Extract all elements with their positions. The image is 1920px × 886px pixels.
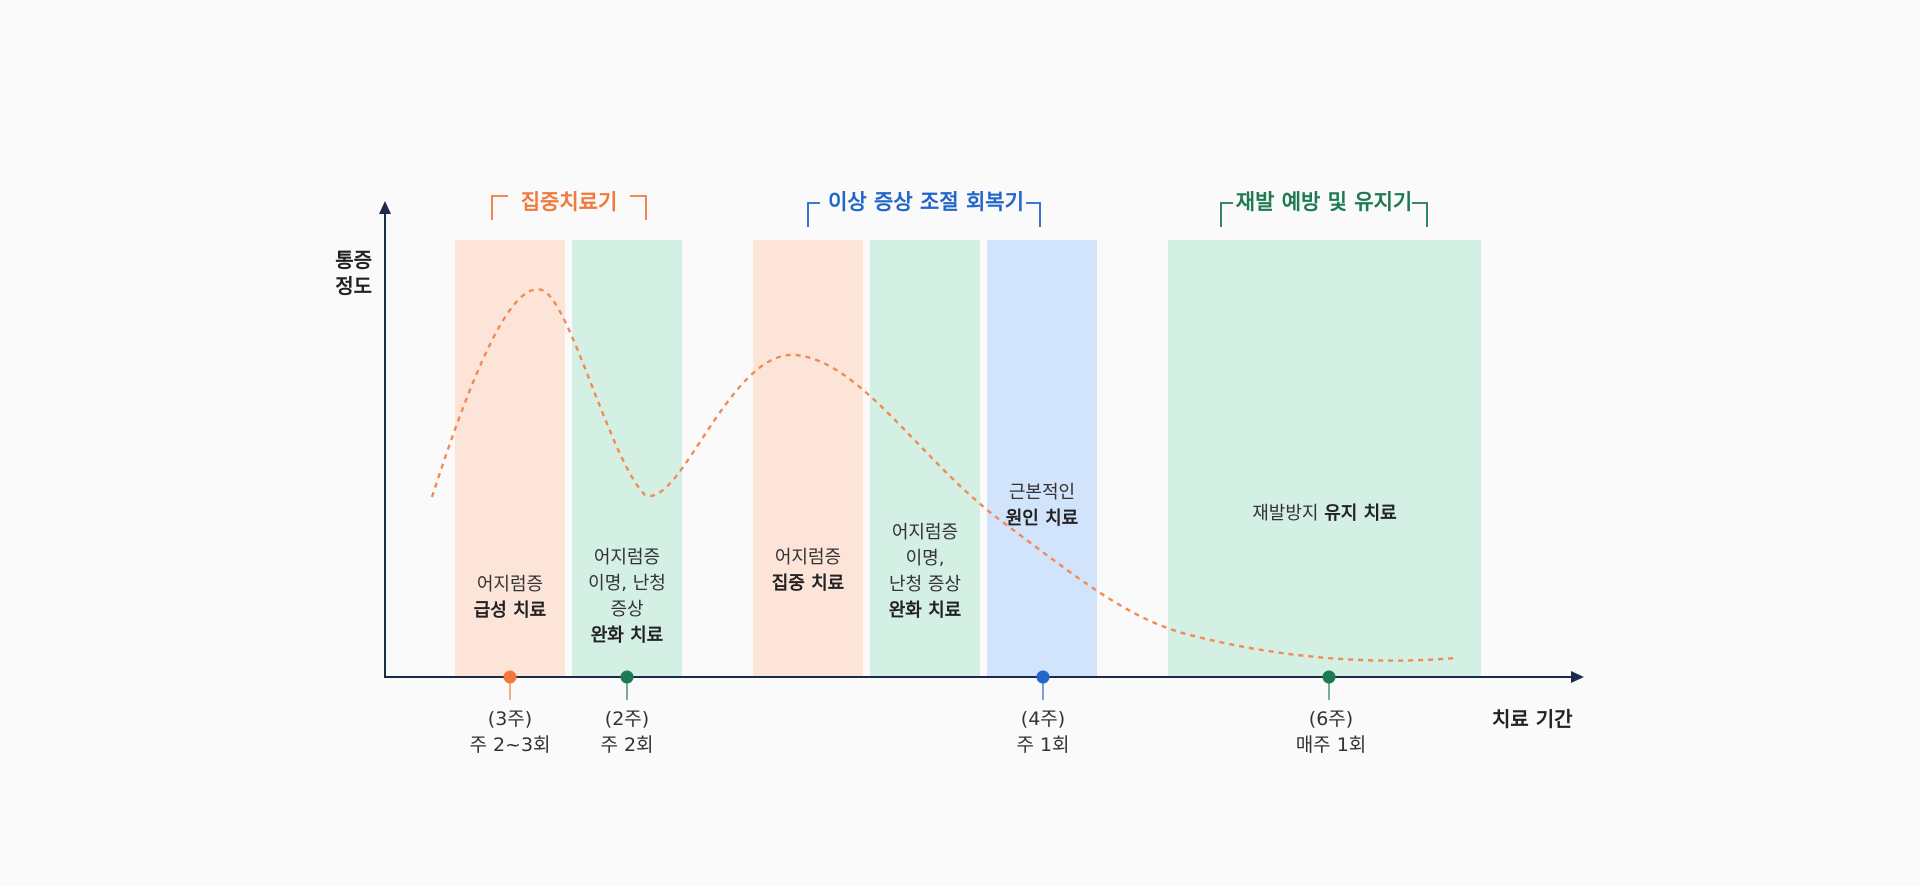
y-axis-arrow	[379, 201, 391, 214]
marker-dot-1	[503, 670, 517, 684]
marker-label-1: (3주) 주 2~3회	[450, 706, 570, 758]
band-maintenance	[1168, 240, 1481, 677]
band-intensive	[753, 240, 863, 677]
band-label-maintenance-normal: 재발방지	[1252, 503, 1325, 524]
band-label-relief-1-line1: 어지럼증	[593, 547, 661, 568]
band-label-maintenance: 재발방지 유지 치료	[1168, 501, 1481, 527]
marker-label-4-line2: 매주 1회	[1295, 734, 1367, 756]
band-label-relief-1-line2: 이명, 난청	[588, 573, 666, 594]
band-label-intensive-bold: 집중 치료	[771, 573, 845, 594]
band-relief-1	[572, 240, 682, 677]
band-label-acute-bold: 급성 치료	[473, 600, 547, 621]
marker-label-3-line2: 주 1회	[1016, 734, 1070, 756]
marker-dot-3	[1036, 670, 1050, 684]
marker-label-2-line2: 주 2회	[600, 734, 654, 756]
band-label-relief-2-line2: 이명,	[905, 548, 945, 569]
band-label-relief-1-bold: 완화 치료	[590, 625, 664, 646]
phase-label-intensive: 집중치료기	[520, 190, 618, 214]
band-cause	[987, 240, 1097, 677]
x-axis-label: 치료 기간	[1492, 707, 1573, 731]
marker-label-4: (6주) 매주 1회	[1269, 706, 1393, 758]
marker-label-4-line1: (6주)	[1308, 708, 1354, 730]
band-acute	[455, 240, 565, 677]
marker-label-2: (2주) 주 2회	[567, 706, 687, 758]
pain-curve	[430, 288, 1457, 662]
phase-bracket-maintenance	[1220, 202, 1428, 227]
marker-dot-4	[1322, 670, 1336, 684]
band-label-relief-1-line3: 증상	[610, 599, 644, 620]
band-label-acute: 어지럼증 급성 치료	[455, 572, 565, 624]
band-label-cause: 근본적인 원인 치료	[987, 480, 1097, 532]
band-label-relief-2-bold: 완화 치료	[888, 600, 962, 621]
phase-bracket-intensive	[491, 195, 647, 220]
band-relief-2	[870, 240, 980, 677]
band-label-intensive: 어지럼증 집중 치료	[753, 545, 863, 597]
band-label-acute-line1: 어지럼증	[476, 574, 544, 595]
y-axis-label-line1: 통증	[335, 248, 372, 272]
band-label-cause-bold: 원인 치료	[1005, 508, 1079, 529]
band-label-maintenance-bold: 유지 치료	[1324, 503, 1397, 524]
band-label-relief-2-line3: 난청 증상	[889, 574, 961, 595]
phase-label-maintenance: 재발 예방 및 유지기	[1235, 190, 1413, 214]
band-label-cause-line1: 근본적인	[1008, 482, 1076, 503]
marker-label-2-line1: (2주)	[604, 708, 650, 730]
marker-label-1-line1: (3주)	[487, 708, 533, 730]
x-axis-arrow	[1571, 671, 1584, 683]
marker-label-3: (4주) 주 1회	[983, 706, 1103, 758]
band-label-relief-1: 어지럼증 이명, 난청 증상 완화 치료	[572, 545, 682, 649]
band-label-relief-2-line1: 어지럼증	[891, 522, 959, 543]
phase-bracket-recovery	[807, 202, 1041, 227]
band-label-intensive-line1: 어지럼증	[774, 547, 842, 568]
marker-label-3-line1: (4주)	[1020, 708, 1066, 730]
y-axis-label: 통증 정도	[320, 247, 372, 299]
marker-dot-2	[620, 670, 634, 684]
marker-label-1-line2: 주 2~3회	[469, 734, 551, 756]
y-axis-label-line2: 정도	[335, 274, 372, 298]
band-label-relief-2: 어지럼증 이명, 난청 증상 완화 치료	[870, 520, 980, 624]
phase-label-recovery: 이상 증상 조절 회복기	[828, 190, 1024, 214]
